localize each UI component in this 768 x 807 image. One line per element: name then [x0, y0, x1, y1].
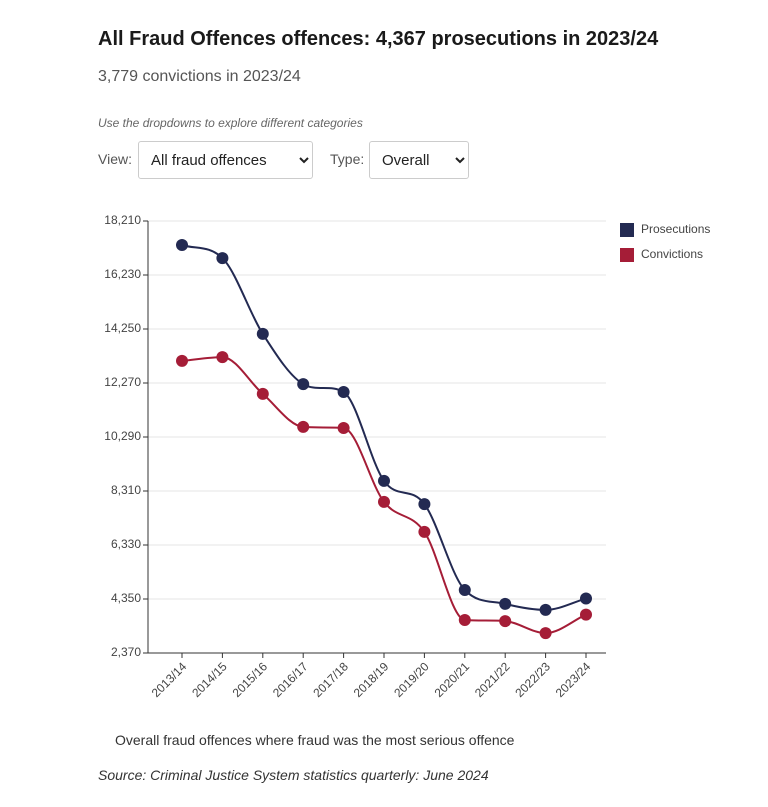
x-tick-label: 2020/21 [432, 659, 473, 700]
data-point [580, 592, 592, 605]
source: Source: Criminal Justice System statisti… [98, 767, 489, 783]
view-label: View: [98, 151, 132, 167]
x-tick-label: 2018/19 [351, 659, 392, 700]
data-point [458, 614, 471, 626]
data-point [337, 386, 350, 398]
legend-label: Prosecutions [641, 222, 710, 236]
y-tick-label: 10,290 [104, 429, 141, 443]
type-label: Type: [330, 151, 365, 167]
data-point [176, 239, 188, 251]
data-point [337, 422, 350, 434]
data-point [499, 615, 512, 628]
y-tick-label: 18,210 [104, 213, 141, 227]
data-point [499, 597, 512, 610]
data-point [256, 387, 269, 400]
data-point [418, 525, 431, 538]
x-tick-label: 2019/20 [391, 659, 432, 700]
y-tick-label: 12,270 [104, 375, 141, 389]
subtitle: 3,779 convictions in 2023/24 [98, 68, 301, 85]
x-tick-label: 2017/18 [310, 659, 351, 700]
data-point [539, 627, 552, 640]
data-point [297, 378, 310, 391]
title: All Fraud Offences offences: 4,367 prose… [98, 28, 659, 50]
data-point [216, 351, 229, 364]
data-point [418, 498, 431, 511]
chart-note: Overall fraud offences where fraud was t… [115, 732, 515, 748]
data-point [297, 420, 310, 433]
x-tick-label: 2021/22 [472, 659, 513, 700]
data-point [580, 608, 592, 621]
x-tick-label: 2022/23 [512, 659, 553, 700]
x-tick-label: 2016/17 [270, 659, 311, 700]
series-line [181, 356, 587, 635]
data-point [176, 354, 188, 367]
data-point [378, 495, 390, 508]
y-tick-label: 8,310 [111, 483, 141, 497]
y-tick-label: 2,370 [111, 645, 141, 659]
data-point [216, 252, 229, 265]
x-tick-label: 2023/24 [553, 659, 594, 700]
legend-label: Convictions [641, 247, 703, 261]
data-point [458, 584, 471, 596]
instruction: Use the dropdowns to explore different c… [98, 116, 363, 130]
y-tick-label: 16,230 [104, 267, 141, 281]
x-tick-label: 2015/16 [230, 659, 271, 700]
chart: 2,370 4,350 6,330 8,310 10,290 12,270 14,250 16… [104, 213, 710, 700]
legend-swatch [620, 248, 634, 262]
view-dropdown[interactable]: All fraud offences [138, 141, 313, 179]
type-dropdown[interactable]: Overall [369, 141, 469, 179]
legend-swatch [620, 223, 634, 237]
x-tick-label: 2014/15 [189, 659, 230, 700]
data-point [256, 327, 269, 340]
y-tick-label: 4,350 [111, 591, 141, 605]
x-tick-label: 2013/14 [149, 659, 190, 700]
data-point [378, 474, 390, 487]
series-line [181, 244, 587, 611]
y-tick-label: 6,330 [111, 537, 141, 551]
y-tick-label: 14,250 [104, 321, 141, 335]
data-point [539, 603, 552, 616]
